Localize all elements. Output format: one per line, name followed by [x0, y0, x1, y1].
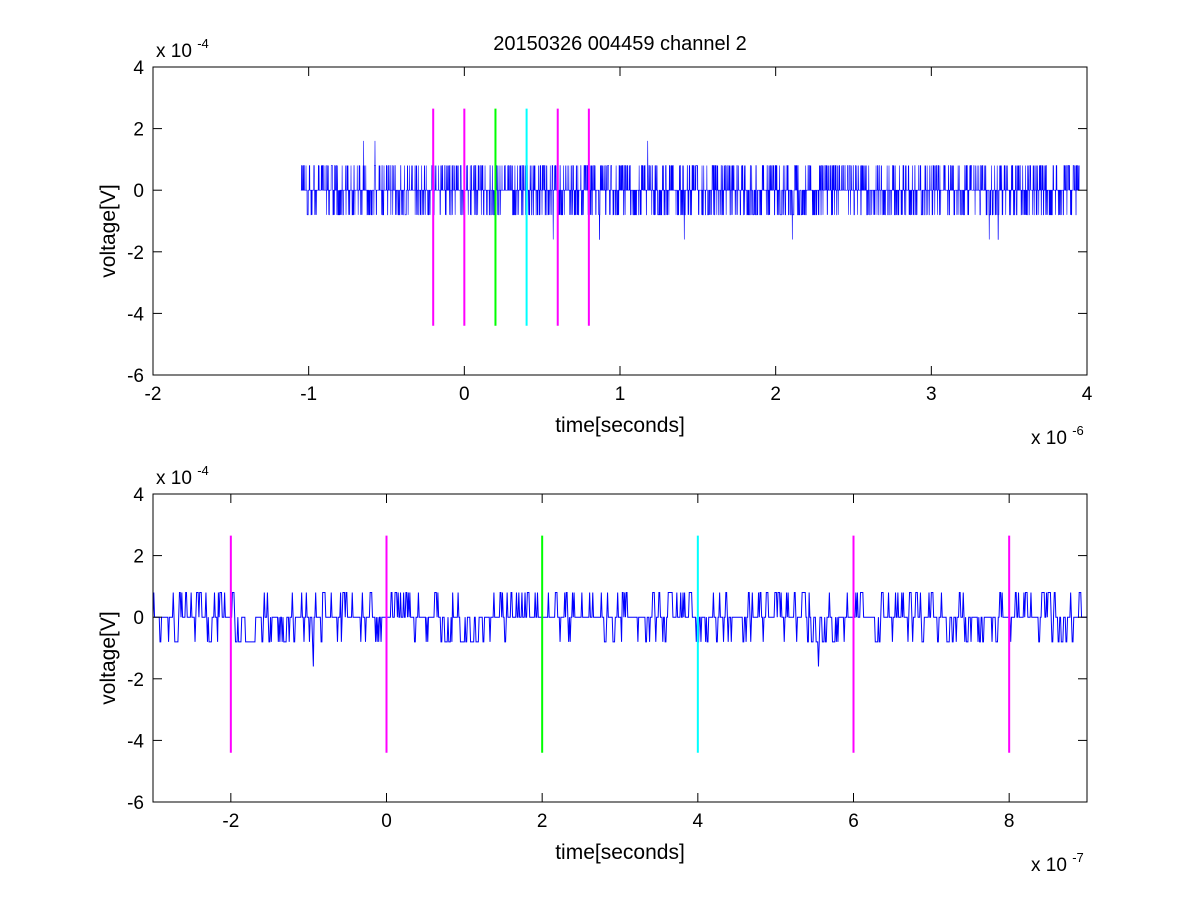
y-tick-label: 2	[133, 547, 144, 568]
x-axis-label: time[seconds]	[555, 841, 685, 864]
x-tick-label: 4	[1082, 384, 1093, 405]
x-multiplier: x 10 -6	[1031, 423, 1084, 449]
x-tick-label: -1	[300, 384, 317, 405]
x-tick-label: 6	[848, 811, 859, 832]
y-tick-label: -2	[127, 670, 144, 691]
y-tick-label: 0	[133, 181, 144, 202]
x-tick-label: -2	[145, 384, 162, 405]
y-multiplier: x 10 -4	[156, 36, 209, 62]
y-tick-label: 0	[133, 608, 144, 629]
voltage-trace	[152, 592, 1087, 667]
y-tick-label: -6	[127, 793, 144, 814]
y-tick-label: 2	[133, 120, 144, 141]
x-tick-label: 0	[381, 811, 392, 832]
bottom-plot: -2 0 2 4 6 8 -6 -4 -2 0 2 4 x 10 -4 x 10 -7 time[secon…	[97, 463, 1088, 876]
y-tick-label: -4	[127, 731, 144, 752]
x-multiplier: x 10 -7	[1031, 850, 1084, 876]
axes-box	[152, 493, 1088, 803]
figure-title: 20150326 004459 channel 2	[493, 33, 747, 55]
y-exponent: -4	[197, 463, 209, 478]
voltage-trace	[300, 140, 1080, 240]
y-tick-label: 4	[133, 58, 144, 79]
x-tick-label: 2	[770, 384, 781, 405]
x-exponent: -7	[1072, 850, 1084, 865]
top-plot: -2 -1 0 1 2 3 4 -6 -4 -2 0 2 4 x 10 -4 x 10 -6 time[sec…	[97, 36, 1093, 449]
y-tick-label: -2	[127, 243, 144, 264]
x-axis-label: time[seconds]	[555, 414, 685, 437]
x-tick-label: 0	[459, 384, 470, 405]
y-multiplier: x 10 -4	[156, 463, 209, 489]
x-tick-label: 8	[1004, 811, 1015, 832]
y-axis-label: voltage[V]	[97, 611, 120, 704]
y-axis-label: voltage[V]	[97, 184, 120, 277]
y-exponent: -4	[197, 36, 209, 51]
x-exponent: -6	[1072, 423, 1084, 438]
x-tick-label: 4	[693, 811, 704, 832]
y-tick-label: 4	[133, 485, 144, 506]
y-tick-label: -4	[127, 304, 144, 325]
x-tick-label: 2	[537, 811, 548, 832]
x-tick-label: 3	[926, 384, 937, 405]
axes-box	[152, 66, 1088, 376]
y-tick-label: -6	[127, 366, 144, 387]
x-tick-label: -2	[222, 811, 239, 832]
x-tick-label: 1	[615, 384, 626, 405]
